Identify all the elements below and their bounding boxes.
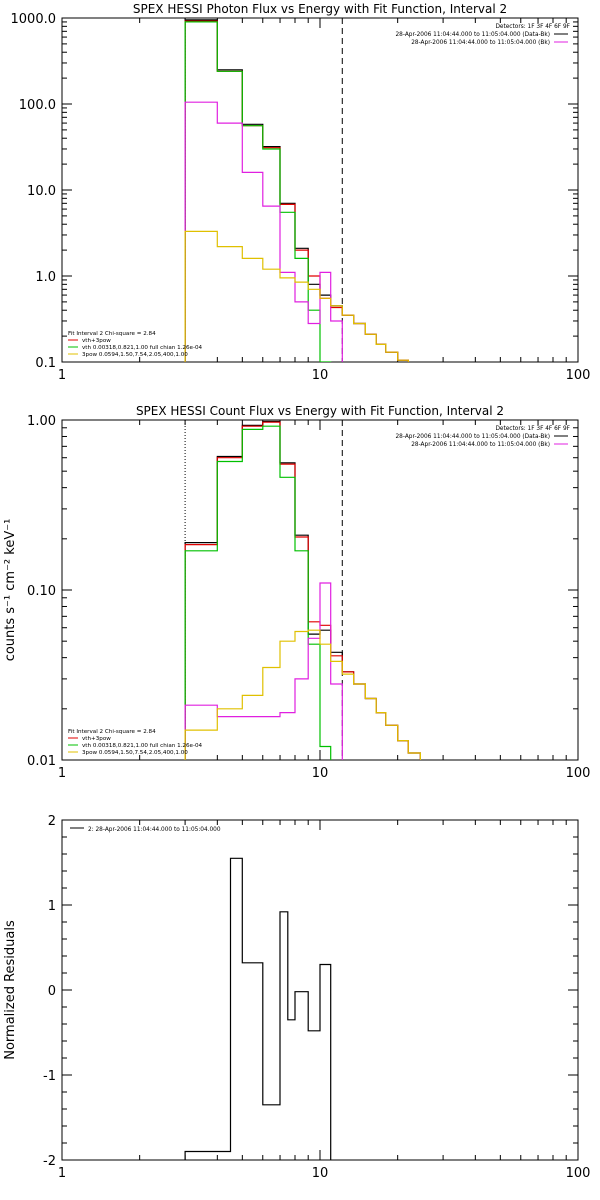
legend-text: 28-Apr-2006 11:04:44.000 to 11:05:04.000…	[411, 442, 550, 448]
legend-text: Fit Interval 2 Chi-square = 2.84	[68, 331, 156, 337]
y-tick-label: 10.0	[27, 184, 56, 199]
y-tick-label: 0.01	[27, 754, 56, 769]
series-line-3	[184, 101, 343, 362]
x-tick-label: 1	[58, 1166, 66, 1181]
y-tick-label: 2	[48, 814, 56, 829]
legend-text: 28-Apr-2006 11:04:44.000 to 11:05:04.000…	[411, 40, 550, 46]
y-tick-label: 1.00	[27, 414, 56, 429]
chart-count: SPEX HESSI Count Flux vs Energy with Fit…	[3, 404, 591, 781]
x-tick-label: 10	[312, 368, 329, 383]
legend-text: vth+3pow	[82, 338, 111, 344]
legend-text: vth 0.00318,0.821,1.00 full chian 1.26e-…	[82, 345, 203, 351]
series-line-2	[184, 425, 332, 760]
legend-text: Fit Interval 2 Chi-square = 2.84	[68, 729, 156, 735]
legend-text: Detectors: 1F 3F 4F 6F 9F	[495, 426, 570, 432]
y-tick-label: 1	[48, 899, 56, 914]
legend-text: 28-Apr-2006 11:04:44.000 to 11:05:04.000…	[395, 32, 550, 38]
x-tick-label: 10	[312, 1166, 329, 1181]
x-tick-label: 100	[566, 766, 591, 781]
legend-text: 28-Apr-2006 11:04:44.000 to 11:05:04.000…	[395, 434, 550, 440]
y-tick-label: 0.1	[35, 356, 56, 371]
chart-title: SPEX HESSI Photon Flux vs Energy with Fi…	[133, 2, 507, 16]
x-tick-label: 100	[566, 368, 591, 383]
y-tick-label: 1000.0	[11, 12, 57, 27]
y-tick-label: -2	[43, 1154, 56, 1169]
legend-text: 3pow 0.0594,1.50,7.54,2.05,400,1.00	[82, 750, 188, 756]
series-line-3	[184, 582, 343, 760]
chart-photon: SPEX HESSI Photon Flux vs Energy with Fi…	[11, 2, 591, 383]
series-line-0	[184, 420, 421, 760]
series-line-0	[184, 857, 332, 1160]
series-group	[184, 857, 332, 1160]
series-group	[184, 19, 409, 362]
series-group	[184, 420, 421, 760]
y-axis-label: Normalized Residuals	[3, 920, 18, 1060]
y-tick-label: 0.10	[27, 584, 56, 599]
legend-text: Detectors: 1F 3F 4F 6F 9F	[495, 24, 570, 30]
y-axis-label: counts s⁻¹ cm⁻² keV⁻¹	[3, 519, 18, 662]
y-tick-label: -1	[43, 1069, 56, 1084]
legend-text: 2: 28-Apr-2006 11:04:44.000 to 11:05:04.…	[88, 827, 221, 833]
series-line-1	[184, 20, 409, 362]
chart-title: SPEX HESSI Count Flux vs Energy with Fit…	[136, 404, 504, 418]
legend-text: vth+3pow	[82, 736, 111, 742]
series-line-0	[184, 19, 409, 362]
y-tick-label: 0	[48, 984, 56, 999]
series-line-2	[184, 21, 332, 362]
series-line-1	[184, 421, 421, 760]
y-tick-label: 1.0	[35, 270, 56, 285]
legend-text: 3pow 0.0594,1.50,7.54,2.05,400,1.00	[82, 352, 188, 358]
x-tick-label: 1	[58, 368, 66, 383]
chart-residuals: Normalized Residuals 1 10 100 -2 -1 0 1 2 2: 28-A…	[3, 814, 591, 1181]
series-line-4	[184, 230, 409, 362]
x-tick-label: 10	[312, 766, 329, 781]
y-tick-label: 100.0	[19, 98, 56, 113]
x-tick-label: 100	[566, 1166, 591, 1181]
x-tick-label: 1	[58, 766, 66, 781]
legend-text: vth 0.00318,0.821,1.00 full chian 1.26e-…	[82, 743, 203, 749]
series-line-4	[184, 629, 421, 760]
